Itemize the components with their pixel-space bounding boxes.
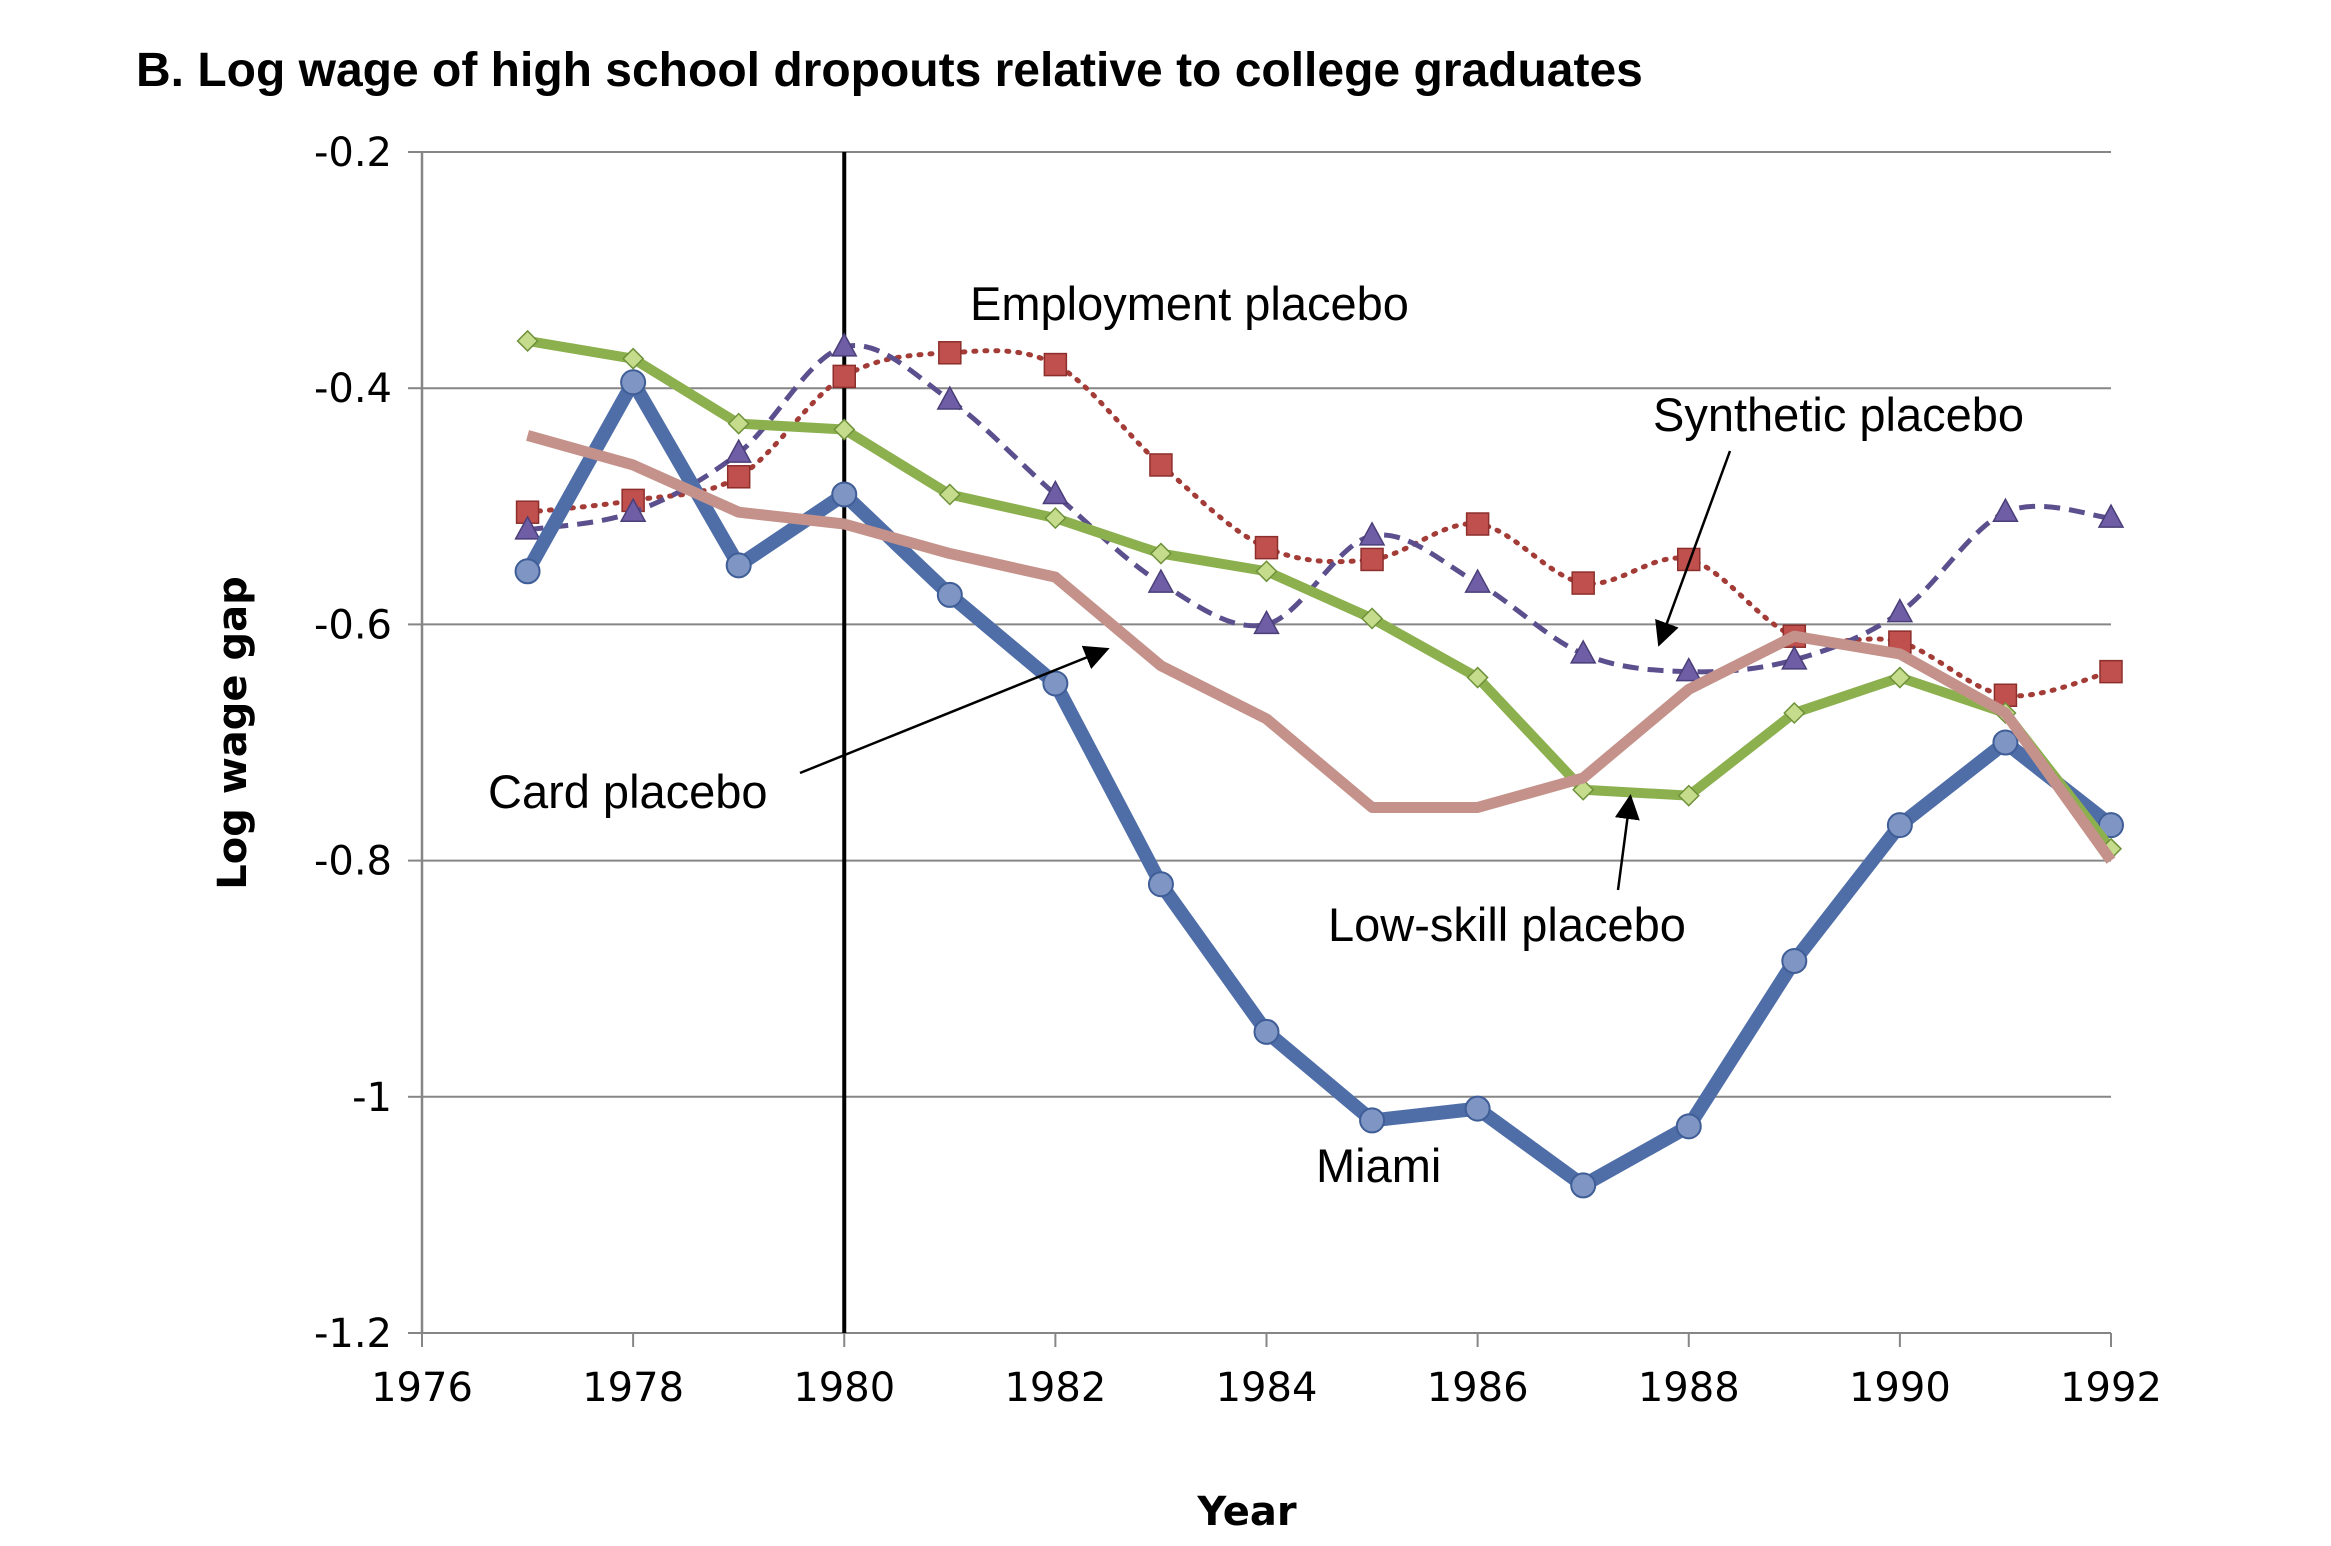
data-point-miami: [1781, 947, 1808, 974]
data-point-synthetic-placebo: [830, 332, 858, 357]
data-point-employment-placebo: [1149, 453, 1173, 477]
data-point-low-skill-placebo: [1149, 542, 1173, 565]
data-point-miami: [1675, 1113, 1702, 1140]
series-line-low-skill-placebo: [526, 336, 2115, 852]
annotation-miami: Miami: [1316, 1139, 1441, 1192]
data-point-synthetic-placebo: [1358, 521, 1386, 546]
data-point-low-skill-placebo: [1255, 560, 1278, 583]
data-point-synthetic-placebo: [725, 438, 752, 463]
y-tick-label: -0.4: [314, 366, 392, 412]
annotation-card-placebo: Card placebo: [488, 765, 768, 818]
data-point-miami: [2098, 812, 2124, 839]
data-point-low-skill-placebo: [833, 418, 856, 441]
data-point-employment-placebo: [1571, 571, 1595, 595]
data-point-synthetic-placebo: [619, 497, 647, 522]
annotation-employment-placebo: Employment placebo: [970, 277, 1409, 330]
data-point-miami: [936, 581, 963, 608]
data-point-employment-placebo: [1043, 352, 1068, 377]
data-point-low-skill-placebo: [938, 483, 961, 506]
data-point-low-skill-placebo: [1888, 666, 1911, 689]
x-tick-label: 1978: [582, 1365, 684, 1411]
data-point-miami: [514, 558, 541, 585]
x-tick-label: 1976: [371, 1365, 473, 1411]
data-point-miami: [1253, 1018, 1280, 1045]
data-point-synthetic-placebo: [1781, 645, 1808, 670]
data-point-synthetic-placebo: [1675, 657, 1703, 682]
data-point-synthetic-placebo: [1992, 497, 2019, 522]
data-point-synthetic-placebo: [514, 515, 541, 540]
data-point-synthetic-placebo: [1253, 609, 1280, 635]
x-tick-label: 1982: [1004, 1365, 1106, 1411]
x-tick-label: 1988: [1638, 1365, 1740, 1411]
data-point-synthetic-placebo: [1569, 639, 1597, 664]
y-tick-labels: -0.2 -0.4 -0.6 -0.8 -1 -1.2: [314, 130, 392, 1357]
data-point-synthetic-placebo: [936, 385, 964, 410]
data-point-synthetic-placebo: [2097, 503, 2125, 528]
data-point-low-skill-placebo: [1677, 784, 1700, 807]
y-tick-label: -0.6: [314, 602, 392, 648]
low-skill-placebo-arrow: [1614, 794, 1640, 891]
y-tick-label: -0.8: [314, 839, 392, 885]
series-layer: [514, 329, 2125, 1199]
data-point-low-skill-placebo: [516, 329, 539, 353]
data-point-miami: [1886, 812, 1913, 839]
data-point-miami: [1359, 1107, 1386, 1134]
data-point-miami: [1992, 729, 2019, 756]
data-point-miami: [831, 481, 858, 508]
data-point-miami: [1147, 871, 1174, 898]
y-tick-label: -1.2: [314, 1311, 392, 1357]
data-point-employment-placebo: [1677, 547, 1701, 572]
y-tick-label: -1: [352, 1075, 392, 1121]
data-point-employment-placebo: [1465, 512, 1490, 536]
y-tick-label: -0.2: [314, 130, 392, 176]
data-point-low-skill-placebo: [1783, 701, 1806, 725]
series-line-miami: [521, 375, 2116, 1193]
series-synthetic-placebo: [514, 332, 2125, 682]
data-point-employment-placebo: [832, 364, 856, 389]
series-line-card-placebo: [526, 430, 2116, 864]
card-placebo-arrow: [799, 645, 1110, 775]
annotation-low-skill-placebo: Low-skill placebo: [1328, 898, 1686, 951]
x-tick-label: 1984: [1216, 1365, 1318, 1411]
data-point-low-skill-placebo: [1360, 607, 1384, 630]
data-point-low-skill-placebo: [622, 347, 645, 370]
data-point-employment-placebo: [1254, 535, 1279, 560]
data-point-employment-placebo: [2099, 659, 2123, 684]
x-axis-label: Year: [1196, 1489, 1296, 1535]
axes: [408, 151, 2112, 1347]
data-point-employment-placebo: [726, 465, 751, 489]
data-point-miami: [1464, 1095, 1491, 1122]
data-point-low-skill-placebo: [1466, 666, 1489, 689]
data-point-synthetic-placebo: [1042, 479, 1069, 505]
data-point-employment-placebo: [938, 341, 962, 365]
data-point-employment-placebo: [1360, 547, 1384, 572]
data-point-miami: [1570, 1172, 1597, 1199]
series-card-placebo: [526, 430, 2116, 864]
chart-title: B. Log wage of high school dropouts rela…: [136, 44, 1643, 97]
annotation-synthetic-placebo: Synthetic placebo: [1653, 388, 2024, 441]
x-tick-label: 1992: [2060, 1365, 2162, 1411]
x-tick-label: 1986: [1427, 1365, 1529, 1411]
data-point-synthetic-placebo: [1886, 598, 1914, 623]
x-tick-label: 1980: [793, 1365, 895, 1411]
data-point-miami: [620, 369, 647, 396]
x-tick-labels: 1976 1978 1980 1982 1984 1986 1988 1990 1992: [371, 1365, 2162, 1411]
y-axis-label: Log wage gap: [210, 576, 256, 889]
synthetic-placebo-arrow: [1655, 450, 1732, 647]
series-miami: [514, 369, 2124, 1199]
data-point-miami: [1042, 670, 1069, 697]
data-point-low-skill-placebo: [727, 412, 750, 435]
data-point-low-skill-placebo: [1044, 507, 1067, 530]
x-tick-label: 1990: [1849, 1365, 1951, 1411]
data-point-synthetic-placebo: [1147, 568, 1175, 593]
data-point-miami: [725, 552, 752, 579]
data-point-synthetic-placebo: [1464, 568, 1491, 593]
